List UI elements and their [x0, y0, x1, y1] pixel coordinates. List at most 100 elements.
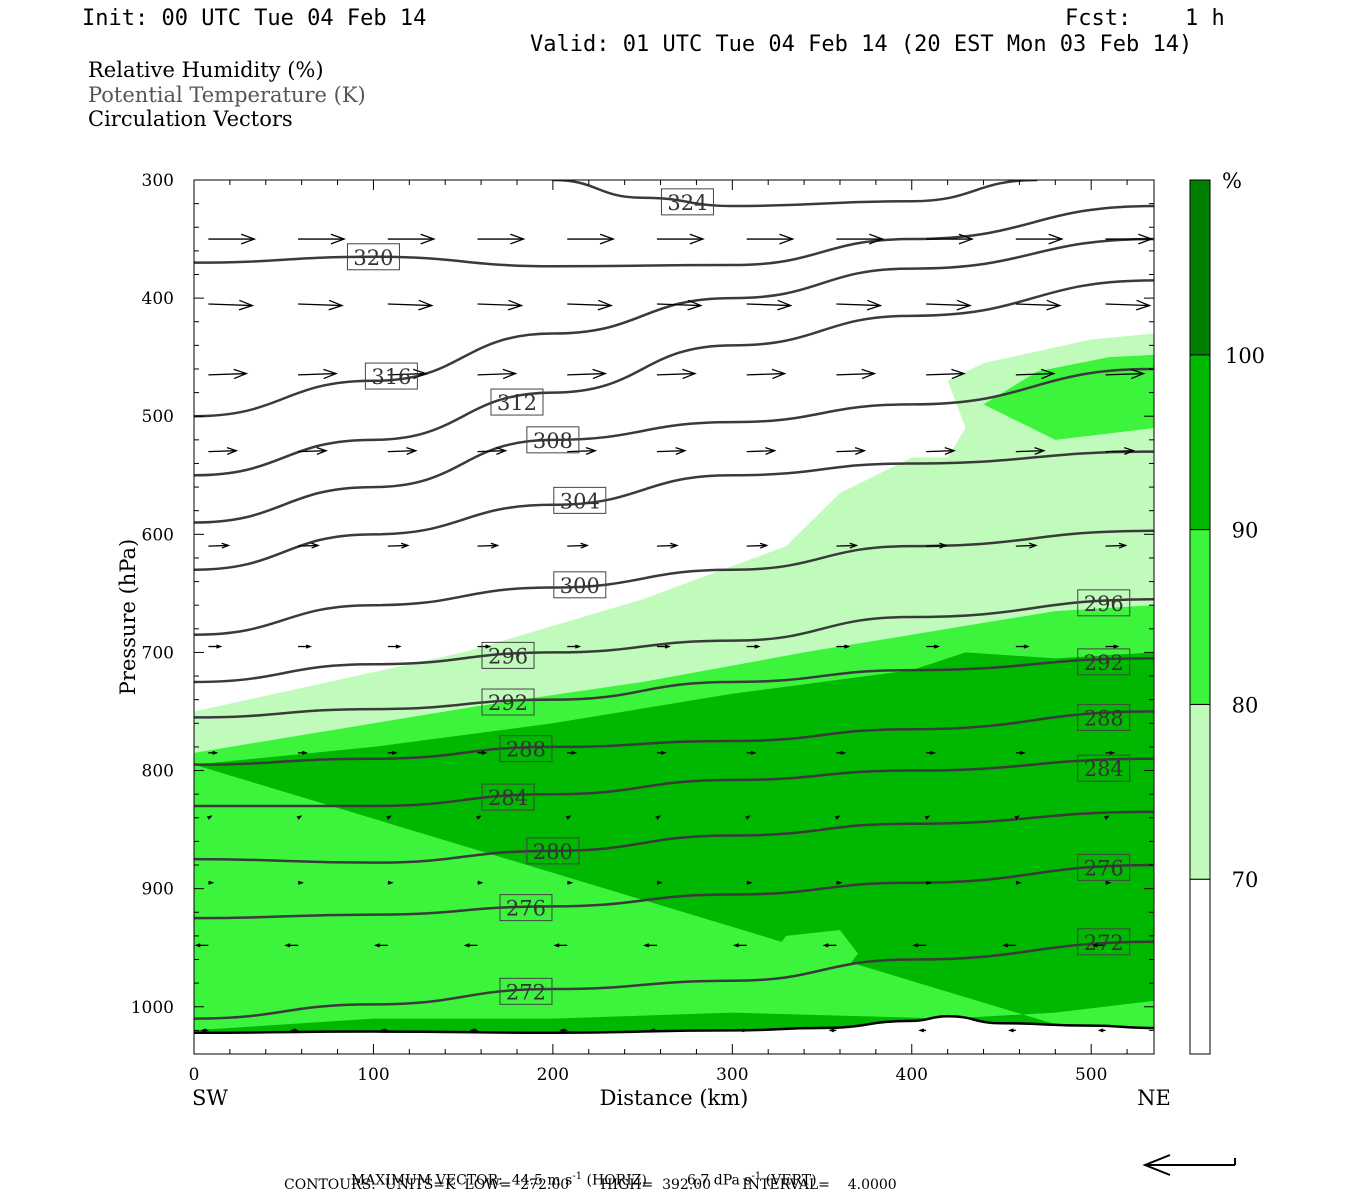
x-tick-label: 300	[716, 1065, 748, 1085]
vector-head	[316, 447, 328, 455]
theta-contour-292	[194, 657, 1154, 719]
vector-head	[1001, 943, 1009, 948]
theta-contour-280	[194, 810, 1154, 864]
vector-shaft	[656, 450, 685, 453]
vector-head	[469, 1028, 476, 1033]
max-vector-horiz-prefix: MAXIMUM VECTOR: 44.5 m s	[350, 1172, 573, 1189]
below-ground	[194, 1016, 1154, 1054]
contour-label-284: 284	[488, 786, 528, 810]
vector-shaft	[656, 303, 701, 307]
plot-frame	[193, 179, 1155, 1055]
vector-head	[750, 750, 757, 755]
contour-label-right-292-box	[1077, 648, 1131, 676]
vector-head	[664, 644, 671, 649]
vector-head	[1130, 368, 1146, 380]
contour-label-316-box	[364, 362, 418, 390]
vector-head	[240, 233, 257, 245]
vector-head	[567, 880, 574, 885]
vector-head	[779, 233, 795, 245]
vector-head	[869, 233, 885, 245]
vector-head	[765, 447, 777, 455]
contour-label-right-272-box	[1077, 928, 1131, 956]
contour-label-308: 308	[533, 429, 573, 453]
x-tick-label: 100	[357, 1065, 389, 1085]
vector-head	[420, 233, 436, 245]
vector-head	[311, 542, 320, 549]
vector-head	[849, 542, 859, 549]
contour-label-300: 300	[560, 574, 600, 598]
max-vector-vert-label: (VERT)	[765, 1172, 817, 1189]
contour-label-304: 304	[560, 489, 600, 513]
vector-head	[379, 1028, 386, 1033]
legend-theta: Potential Temperature (K)	[88, 83, 366, 107]
contour-label-right-284: 284	[1084, 757, 1124, 781]
vector-head	[828, 1028, 835, 1033]
vector-head	[958, 233, 975, 245]
vector-head	[575, 644, 582, 649]
rh-shading	[194, 333, 1154, 1054]
vector-head	[656, 880, 663, 885]
forecast-label: Fcst:	[1065, 6, 1132, 31]
theta-contours	[194, 180, 1154, 1020]
y-tick-label: 1000	[131, 998, 174, 1018]
x-tick-label: 0	[189, 1065, 200, 1085]
vector-head	[926, 880, 933, 885]
colorbar-segment	[1189, 529, 1211, 705]
vector-shaft	[208, 372, 247, 376]
vector-head	[1023, 644, 1030, 649]
contour-label-right-284-box	[1077, 754, 1131, 782]
vector-head	[1124, 447, 1136, 455]
vector-head	[746, 880, 753, 885]
vector-head	[477, 880, 484, 885]
vector-head	[861, 368, 877, 380]
vector-head	[328, 299, 344, 311]
contour-label-316: 316	[371, 365, 411, 389]
vector-head	[675, 447, 687, 455]
y-tick-label: 400	[142, 289, 174, 309]
vector-head	[918, 1028, 925, 1033]
valid-time: Valid: 01 UTC Tue 04 Feb 14 (20 EST Mon …	[530, 32, 1193, 57]
vector-head	[660, 750, 667, 755]
vector-head	[418, 299, 434, 311]
vector-shaft	[836, 303, 881, 307]
vector-head	[1028, 542, 1038, 549]
vector-head	[1007, 1028, 1014, 1033]
vector-shaft	[836, 450, 865, 453]
vector-shaft	[208, 450, 237, 453]
vector-head	[200, 1028, 207, 1033]
vector-head	[759, 542, 769, 549]
vector-shaft	[387, 303, 432, 307]
contour-label-right-296: 296	[1084, 592, 1124, 616]
vector-head	[510, 233, 526, 245]
y-axis-title: Pressure (hPa)	[116, 539, 140, 695]
vector-head	[1034, 447, 1046, 455]
vector-shaft	[926, 450, 955, 453]
colorbar-segment	[1189, 179, 1211, 356]
circulation-vectors	[194, 233, 1154, 1033]
vector-head	[1138, 233, 1154, 245]
theta-contour-308	[194, 367, 1154, 524]
contour-labels: 324 320 316 312 308 304 300 296 292 288 284 280 276 2…	[346, 188, 1131, 1005]
vector-head	[924, 815, 931, 820]
vector-head	[296, 815, 303, 820]
vector-shaft	[746, 303, 791, 307]
axes: 0 100 200 300 400 500 300 400 500 600 700 800 900 100…	[116, 171, 1171, 1110]
theta-contour-272	[194, 940, 1154, 1020]
vector-shaft	[1105, 450, 1134, 453]
vector-shaft	[208, 544, 229, 547]
vector-head	[507, 299, 524, 311]
contour-label-296: 296	[488, 644, 528, 668]
contour-label-312: 312	[497, 391, 537, 415]
contour-label-right-288: 288	[1084, 706, 1124, 730]
vector-head	[599, 233, 616, 245]
vector-head	[495, 447, 508, 455]
vector-head	[221, 542, 231, 549]
vector-head	[643, 943, 650, 948]
vector-head	[1097, 1028, 1104, 1033]
vector-head	[395, 644, 402, 649]
vector-head	[238, 299, 255, 311]
colorbar: 70 80 90 100%	[1189, 169, 1265, 1055]
colorbar-segment	[1189, 354, 1211, 531]
vector-head	[1091, 943, 1098, 948]
vector-head	[485, 644, 492, 649]
